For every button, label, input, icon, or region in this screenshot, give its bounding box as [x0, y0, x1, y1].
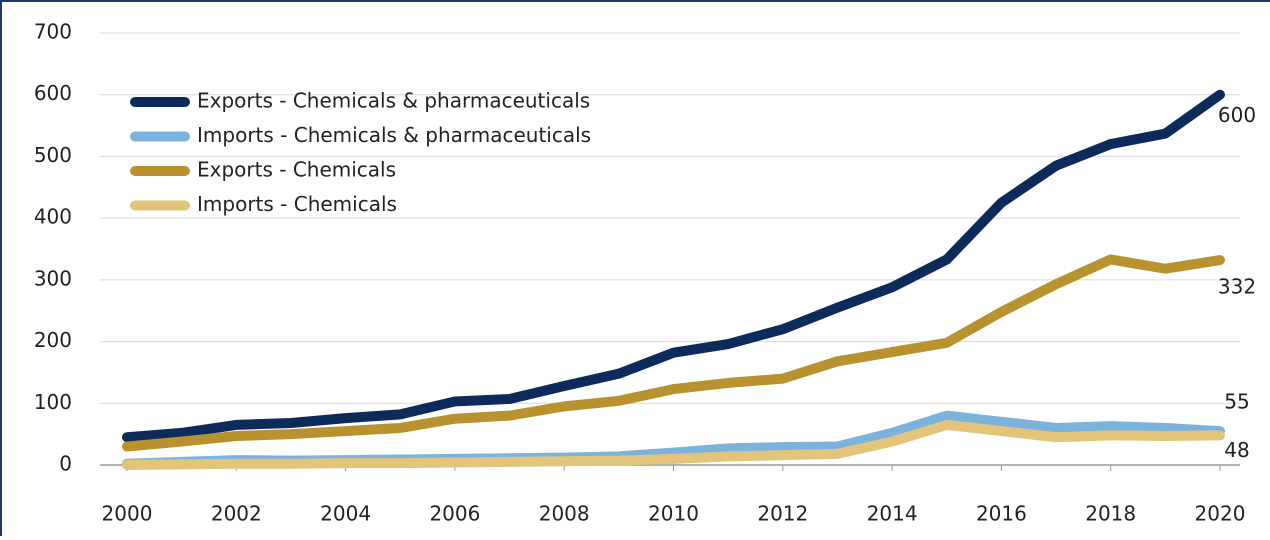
series-line: [122, 254, 1225, 452]
y-tick-label: 100: [34, 390, 72, 414]
x-tick-label: 2000: [102, 502, 153, 526]
x-tick-label: 2014: [867, 502, 918, 526]
x-tick-label: 2012: [757, 502, 808, 526]
x-tick-label: 2002: [211, 502, 262, 526]
x-tick-label: 2004: [320, 502, 371, 526]
legend-label: Exports - Chemicals: [197, 158, 396, 182]
legend-label: Imports - Chemicals: [197, 192, 397, 216]
legend-label: Exports - Chemicals & pharmaceuticals: [197, 89, 590, 113]
data-label: 600: [1218, 103, 1256, 127]
y-tick-label: 400: [34, 205, 72, 229]
x-tick-label: 2016: [976, 502, 1027, 526]
x-tick-label: 2020: [1195, 502, 1246, 526]
y-tick-label: 200: [34, 328, 72, 352]
y-tick-label: 300: [34, 266, 72, 290]
series-line: [122, 419, 1225, 470]
legend-label: Imports - Chemicals & pharmaceuticals: [197, 123, 591, 147]
x-tick-label: 2018: [1085, 502, 1136, 526]
data-label: 48: [1224, 438, 1249, 462]
y-tick-label: 700: [34, 20, 72, 44]
y-tick-label: 500: [34, 143, 72, 167]
x-tick-label: 2008: [539, 502, 590, 526]
data-label: 332: [1218, 275, 1256, 299]
x-tick-label: 2006: [429, 502, 480, 526]
series-line: [122, 89, 1225, 443]
y-tick-label: 0: [59, 452, 72, 476]
y-tick-label: 600: [34, 81, 72, 105]
data-label: 55: [1224, 390, 1249, 414]
x-tick-label: 2010: [648, 502, 699, 526]
